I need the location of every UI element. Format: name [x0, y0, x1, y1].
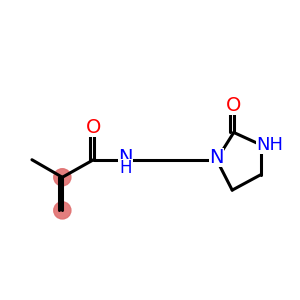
Circle shape — [54, 169, 71, 186]
Text: N: N — [209, 148, 224, 166]
Text: H: H — [119, 159, 132, 177]
Text: NH: NH — [256, 136, 283, 154]
Text: O: O — [86, 118, 101, 137]
Text: N: N — [118, 148, 133, 166]
Circle shape — [54, 202, 71, 219]
Text: O: O — [226, 96, 242, 115]
